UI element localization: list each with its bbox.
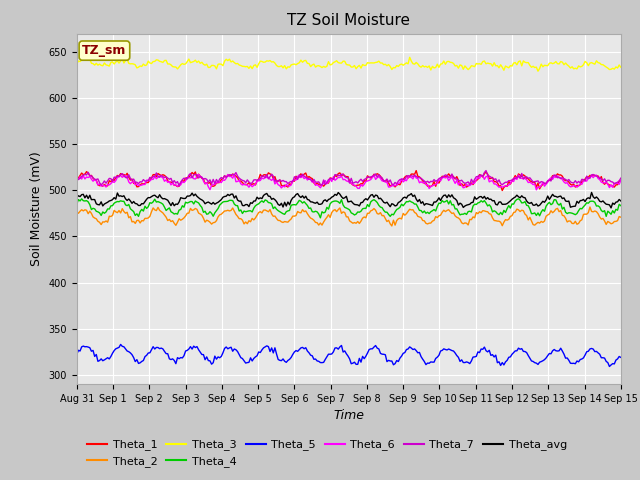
Theta_7: [380, 178, 388, 184]
X-axis label: Time: Time: [333, 409, 364, 422]
Theta_3: [406, 54, 413, 60]
Theta_2: [586, 204, 594, 210]
Legend: Theta_1, Theta_2, Theta_3, Theta_4, Theta_5, Theta_6, Theta_7, Theta_avg: Theta_1, Theta_2, Theta_3, Theta_4, Thet…: [83, 435, 572, 471]
Theta_avg: [378, 197, 386, 203]
Theta_avg: [588, 190, 595, 195]
Theta_avg: [193, 193, 201, 199]
Line: Theta_2: Theta_2: [77, 207, 621, 226]
Title: TZ Soil Moisture: TZ Soil Moisture: [287, 13, 410, 28]
Theta_6: [532, 187, 540, 192]
Theta_4: [527, 211, 535, 216]
Line: Theta_4: Theta_4: [77, 199, 621, 218]
Theta_5: [380, 351, 388, 357]
Theta_4: [380, 207, 388, 213]
Line: Theta_1: Theta_1: [77, 170, 621, 191]
Theta_7: [195, 175, 202, 181]
Line: Theta_5: Theta_5: [77, 345, 621, 367]
Theta_avg: [236, 198, 243, 204]
Theta_4: [317, 215, 324, 221]
Line: Theta_avg: Theta_avg: [77, 192, 621, 208]
Theta_3: [534, 68, 542, 74]
Line: Theta_6: Theta_6: [77, 174, 621, 190]
Theta_2: [193, 206, 201, 212]
Theta_6: [617, 178, 625, 183]
Theta_1: [499, 188, 506, 193]
Line: Theta_7: Theta_7: [77, 170, 621, 186]
Theta_5: [526, 355, 534, 361]
Theta_4: [515, 196, 522, 202]
Theta_7: [521, 174, 529, 180]
Theta_7: [79, 172, 87, 178]
Theta_3: [378, 60, 386, 66]
Theta_4: [617, 203, 625, 208]
Theta_5: [117, 342, 125, 348]
Text: TZ_sm: TZ_sm: [82, 44, 127, 57]
Theta_2: [378, 213, 386, 218]
Theta_3: [520, 58, 527, 64]
Theta_7: [175, 183, 183, 189]
Theta_5: [237, 355, 244, 360]
Y-axis label: Soil Moisture (mV): Soil Moisture (mV): [30, 151, 43, 266]
Theta_4: [236, 208, 243, 214]
Theta_3: [73, 61, 81, 67]
Theta_2: [236, 216, 243, 222]
Theta_1: [412, 168, 420, 173]
Theta_4: [73, 201, 81, 207]
Theta_1: [617, 178, 625, 184]
Theta_5: [617, 355, 625, 360]
Theta_5: [520, 348, 527, 354]
Theta_2: [388, 223, 396, 229]
Theta_7: [73, 176, 81, 181]
Theta_5: [79, 343, 87, 349]
Theta_5: [605, 364, 613, 370]
Theta_avg: [524, 200, 532, 205]
Theta_7: [482, 168, 490, 173]
Theta_1: [236, 178, 243, 184]
Theta_2: [520, 208, 527, 214]
Theta_2: [617, 214, 625, 220]
Theta_5: [195, 347, 202, 353]
Theta_3: [236, 62, 243, 68]
Theta_1: [193, 175, 201, 181]
Theta_6: [230, 171, 238, 177]
Theta_6: [79, 173, 87, 179]
Theta_1: [79, 172, 87, 178]
Theta_6: [526, 180, 534, 185]
Theta_avg: [518, 193, 525, 199]
Theta_2: [73, 209, 81, 215]
Theta_6: [380, 179, 388, 184]
Theta_2: [526, 215, 534, 220]
Theta_1: [527, 179, 535, 185]
Theta_7: [237, 177, 244, 182]
Theta_6: [73, 178, 81, 183]
Theta_2: [79, 208, 87, 214]
Theta_3: [79, 56, 87, 61]
Theta_avg: [73, 194, 81, 200]
Theta_6: [520, 176, 527, 182]
Theta_1: [521, 173, 529, 179]
Line: Theta_3: Theta_3: [77, 57, 621, 71]
Theta_5: [73, 351, 81, 357]
Theta_3: [526, 62, 534, 68]
Theta_3: [193, 60, 201, 65]
Theta_1: [378, 176, 386, 181]
Theta_4: [79, 198, 87, 204]
Theta_1: [73, 176, 81, 181]
Theta_6: [193, 174, 201, 180]
Theta_6: [237, 181, 244, 187]
Theta_4: [193, 199, 201, 205]
Theta_4: [521, 199, 529, 204]
Theta_7: [527, 177, 535, 183]
Theta_avg: [79, 192, 87, 197]
Theta_3: [617, 64, 625, 70]
Theta_avg: [607, 205, 615, 211]
Theta_7: [617, 175, 625, 181]
Theta_avg: [617, 198, 625, 204]
